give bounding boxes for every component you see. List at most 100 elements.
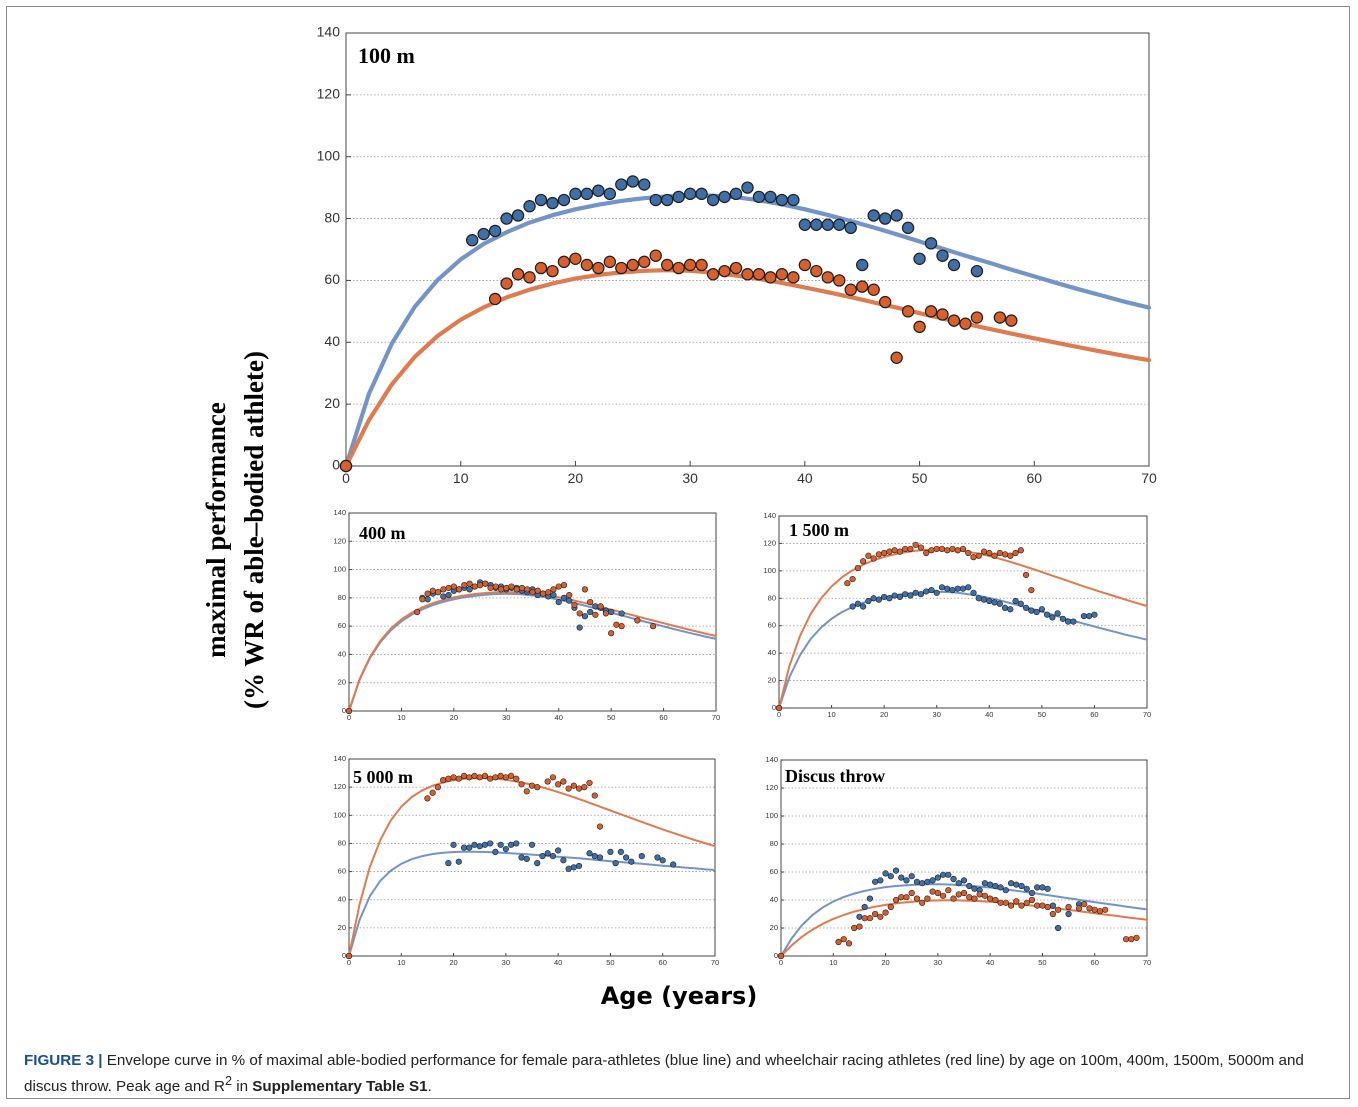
red-data-point xyxy=(539,590,547,597)
y-tick-label: 100 xyxy=(763,566,776,575)
x-tick-label: 0 xyxy=(777,710,781,719)
blue-data-point xyxy=(949,586,956,594)
y-tick-label: 60 xyxy=(338,867,346,876)
red-data-point xyxy=(913,895,921,902)
x-tick-label: 30 xyxy=(933,710,941,719)
y-tick-label: 120 xyxy=(765,783,778,792)
blue-data-point xyxy=(764,190,777,204)
red-data-point xyxy=(695,258,708,272)
blue-data-point xyxy=(476,843,483,850)
red-data-point xyxy=(518,781,525,788)
red-data-point xyxy=(810,264,823,278)
red-data-point xyxy=(960,889,968,897)
red-data-point xyxy=(898,894,905,901)
blue-data-point xyxy=(706,193,720,207)
x-tick-label: 10 xyxy=(397,713,405,722)
red-data-point xyxy=(1049,910,1056,918)
red-data-point xyxy=(566,591,573,599)
y-tick-label: 120 xyxy=(317,86,341,102)
red-data-point xyxy=(896,548,904,555)
panel-title: 400 m xyxy=(359,523,406,543)
blue-data-point xyxy=(928,586,935,594)
red-data-point xyxy=(866,915,873,922)
y-tick-label: 100 xyxy=(333,565,346,574)
red-data-point xyxy=(907,545,914,553)
blue-data-point xyxy=(1070,618,1077,625)
plot-frame xyxy=(778,515,1148,709)
x-tick-label: 40 xyxy=(797,470,813,486)
x-tick-label: 20 xyxy=(450,713,458,722)
red-data-point xyxy=(777,952,785,960)
blue-data-point xyxy=(856,913,863,920)
blue-data-point xyxy=(581,613,589,620)
blue-data-point xyxy=(638,852,645,860)
blue-data-point xyxy=(466,844,473,851)
red-data-point xyxy=(741,268,754,281)
red-data-point xyxy=(933,545,940,553)
blue-data-point xyxy=(569,187,582,201)
x-tick-label: 60 xyxy=(659,958,667,967)
caption-text-1: Envelope curve in % of maximal able-bodi… xyxy=(24,1052,1304,1096)
blue-data-point xyxy=(518,854,525,861)
red-data-point xyxy=(1039,902,1046,909)
y-tick-label: 20 xyxy=(768,676,776,685)
blue-data-point xyxy=(955,880,962,887)
red-data-point xyxy=(924,895,931,902)
blue-data-point xyxy=(1065,910,1072,918)
blue-data-point xyxy=(866,895,873,902)
red-data-point xyxy=(1028,896,1036,904)
red-data-point xyxy=(844,283,857,296)
red-data-point xyxy=(840,936,847,943)
red-data-point xyxy=(638,255,651,269)
red-data-point xyxy=(775,704,783,712)
blue-envelope-line xyxy=(343,193,1152,469)
blue-data-point xyxy=(1033,608,1040,616)
blue-data-point xyxy=(787,193,800,207)
blue-data-point xyxy=(890,209,903,222)
red-data-point xyxy=(570,782,577,789)
blue-data-point xyxy=(854,600,861,607)
red-data-point xyxy=(466,580,473,587)
blue-data-point xyxy=(924,237,938,250)
red-data-point xyxy=(492,583,499,590)
x-tick-label: 10 xyxy=(827,710,835,719)
blue-data-point xyxy=(1065,618,1072,625)
chart-discus-throw: 0 20 40 60 80 100 120 140 0 10 20 30 40 50 60 70 Discus … xyxy=(765,755,1151,967)
red-data-point xyxy=(845,940,853,947)
blue-data-point xyxy=(1012,597,1019,605)
blue-data-point xyxy=(1028,889,1036,897)
x-tick-label: 50 xyxy=(606,958,614,967)
blue-data-point xyxy=(586,850,593,857)
red-data-point xyxy=(867,283,880,296)
red-data-point xyxy=(440,777,447,784)
y-tick-label: 0 xyxy=(342,951,346,960)
red-data-point xyxy=(875,551,882,558)
y-tick-label: 80 xyxy=(338,593,346,602)
red-data-point xyxy=(546,264,559,278)
red-data-point xyxy=(908,889,915,897)
red-data-point xyxy=(502,774,509,781)
x-tick-label: 0 xyxy=(342,470,350,486)
blue-data-point xyxy=(445,591,452,599)
y-tick-label: 0 xyxy=(772,703,776,712)
red-data-point xyxy=(661,258,674,272)
blue-data-point xyxy=(954,585,961,592)
blue-data-point xyxy=(695,187,708,201)
red-data-point xyxy=(955,891,962,898)
red-data-point xyxy=(487,584,494,592)
blue-data-point xyxy=(603,187,617,201)
red-data-point xyxy=(891,547,898,554)
panel-title: 5 000 m xyxy=(353,767,413,787)
red-data-point xyxy=(1102,906,1109,913)
blue-data-point xyxy=(944,585,951,592)
red-data-point xyxy=(435,589,442,596)
x-axis-label: Age (years) xyxy=(600,982,758,1010)
red-data-point xyxy=(1096,908,1104,915)
x-tick-label: 30 xyxy=(502,958,510,967)
y-tick-label: 0 xyxy=(332,457,340,473)
red-data-point xyxy=(565,785,572,792)
red-data-point xyxy=(476,774,483,781)
red-data-point xyxy=(576,610,583,617)
red-data-point xyxy=(487,775,494,782)
red-data-point xyxy=(1007,902,1015,909)
